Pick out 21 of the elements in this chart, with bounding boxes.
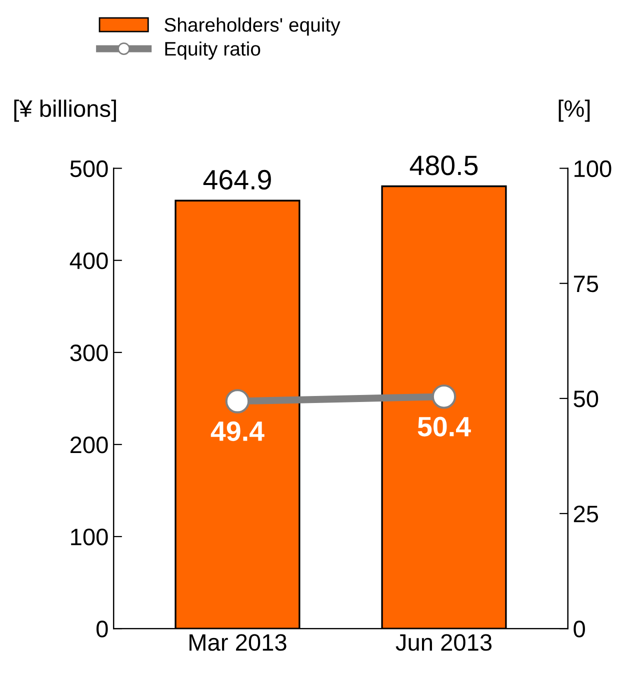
y-tick-label: 100	[71, 528, 108, 546]
y-tick-label: 500	[70, 160, 108, 178]
y2-axis-title: [%]	[558, 100, 590, 122]
x-tick-label: Jun 2013	[396, 634, 492, 651]
y2-tick-label: 0	[574, 620, 585, 638]
y-tick-label: 0	[96, 620, 108, 638]
legend-label: Equity ratio	[165, 41, 260, 60]
legend-label: Shareholders' equity	[164, 18, 340, 36]
data-label: 49.4	[210, 421, 264, 442]
y-axis-title: [¥ billions]	[14, 100, 116, 122]
y2-tick-label: 25	[574, 506, 598, 522]
x-tick-label: Mar 2013	[190, 634, 286, 651]
y2-tick-label: 75	[574, 276, 598, 292]
data-label: 50.4	[418, 416, 471, 436]
y-tick-label: 300	[70, 344, 108, 362]
y2-tick-label: 100	[574, 160, 612, 178]
data-label: 464.9	[203, 170, 271, 190]
y-tick-label: 400	[70, 252, 108, 270]
y2-tick-label: 50	[574, 390, 598, 408]
y-tick-label: 200	[70, 436, 108, 454]
data-label: 480.5	[410, 156, 478, 176]
